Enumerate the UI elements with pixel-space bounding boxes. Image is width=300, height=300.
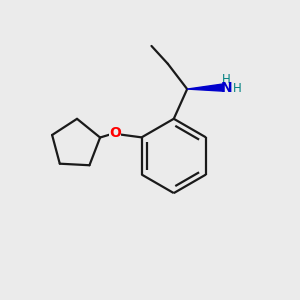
Text: H: H xyxy=(222,73,231,86)
Text: N: N xyxy=(221,82,233,95)
Text: H: H xyxy=(233,82,242,95)
Polygon shape xyxy=(187,84,223,91)
Text: O: O xyxy=(109,126,121,140)
